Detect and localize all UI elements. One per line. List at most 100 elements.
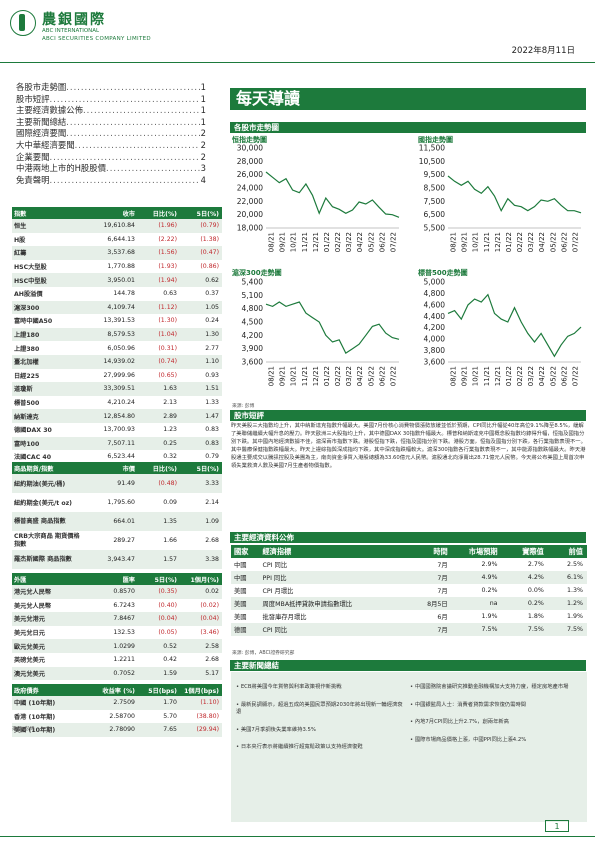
y-tick-label: 7,500 (424, 197, 446, 206)
row-change-2: 2.77 (205, 344, 219, 352)
toc-item-title: 中港兩地上市的H股股價 (16, 163, 107, 174)
y-tick-label: 3,800 (424, 346, 446, 355)
row-change-1: 0.63 (163, 290, 177, 298)
toc-leader (50, 175, 201, 187)
x-tick-label: 06/22 (378, 366, 386, 386)
row-change-2: 0.24 (205, 317, 219, 325)
row-close: 0.8570 (83, 585, 138, 599)
toc-item[interactable]: 企業要聞 2 (16, 152, 206, 164)
row-change-2: 0.79 (205, 453, 219, 461)
row-close: 27,999.96 (103, 371, 135, 379)
news-item[interactable]: • ECB將美國今年貨幣與利率政策視作新挑戰 (236, 684, 404, 692)
x-tick-label: 06/22 (378, 232, 386, 252)
econ-header-cell: 實際值 (501, 545, 548, 558)
y-tick-label: 10,500 (419, 157, 445, 166)
x-tick-label: 11/21 (301, 366, 309, 386)
series-line (447, 293, 582, 358)
news-item[interactable]: • 中國國務院會議研究推動金融機構加大支持力度，穩定房地產市場 (410, 684, 582, 692)
bullet-icon: • (236, 744, 241, 750)
row-change-2: 2.68 (205, 537, 219, 544)
table-row: 紐約期金(美元/t oz) 1,795.60 0.09 2.14 (12, 493, 222, 512)
y-tick-label: 5,500 (424, 224, 446, 233)
x-tick-label: 07/22 (571, 232, 579, 252)
econ-table: 國家 經濟指標 時間 市場預期 實際值 前值 中國 CPI 同比 7月 2.9% 2.7% 2.5% 中… (231, 545, 587, 636)
y-tick-label: 24,000 (237, 184, 263, 193)
y-tick-label: 22,000 (237, 197, 263, 206)
row-change-1: (1.56) (137, 246, 180, 260)
econ-cell: 6.1% (547, 571, 587, 584)
row-change-1: (0.05) (158, 629, 177, 637)
news-item[interactable]: • 中國銀監局人士：消費者貸款需求恢復仍需時間 (410, 702, 582, 710)
news-text: 日本央行表示將繼續推行超寬鬆政策以支持經濟復甦 (240, 744, 363, 750)
row-label: 標普500 (14, 400, 40, 408)
row-label: 標普高盛 商品指數 (12, 512, 84, 531)
row-label: 德國DAX 30 (14, 427, 52, 435)
row-close: 7.8467 (83, 612, 138, 626)
table-row: 美元兌人民幣 6.7243 (0.40) (0.02) (12, 599, 222, 613)
news-item[interactable]: • 國際市場商品價格上漲，中國PPI同比上漲4.2% (410, 737, 582, 745)
chart-csi300: 3,600 3,900 4,200 4,500 4,800 5,100 5,400 08/21… (242, 278, 400, 386)
row-change-2: 0.83 (179, 436, 222, 451)
news-item[interactable]: • 日本央行表示將繼續推行超寬鬆政策以支持經濟復甦 (236, 744, 404, 752)
econ-header-cell: 經濟指標 (259, 545, 409, 558)
toc-item[interactable]: 主要經濟數據公佈 1 (16, 105, 206, 117)
x-tick-label: 10/21 (472, 366, 480, 386)
row-label: 上證380 (14, 345, 40, 353)
row-change-1: 1.66 (163, 537, 177, 544)
row-change-2: 0.62 (179, 273, 222, 287)
table-header-cell: 政府債券 (12, 684, 84, 696)
x-tick-label: 01/22 (323, 366, 331, 386)
page-number: 1 (545, 820, 569, 832)
table-row: 美國 (10年期) 2.78090 7.65 (29.94) (12, 723, 222, 737)
chart-title-csi300: 滬深300走勢圖 (232, 269, 282, 277)
y-tick-label: 26,000 (237, 170, 263, 179)
y-tick-label: 20,000 (237, 210, 263, 219)
row-label: 紅籌 (12, 246, 84, 260)
x-tick-label: 07/22 (389, 366, 397, 386)
row-close: 8,579.53 (83, 327, 138, 342)
toc-item-page: 2 (200, 151, 206, 162)
toc-item[interactable]: 股市短評 1 (16, 94, 206, 106)
source-left: 來源: 彭博 (12, 727, 35, 732)
x-tick-label: 06/22 (560, 232, 568, 252)
econ-cell: 美國 (234, 614, 247, 621)
table-header-cell: 5日(bps) (137, 684, 180, 696)
y-tick-label: 4,500 (242, 318, 264, 327)
x-tick-label: 08/21 (450, 232, 458, 252)
econ-cell: 周度MBA抵押貸款申請指數環比 (259, 597, 409, 610)
table-row: 富時100 7,507.11 0.25 0.83 (12, 436, 222, 451)
row-close: 14,939.02 (83, 354, 138, 369)
table-row: 紐約期油(美元/桶) 91.49 (0.48) 3.33 (12, 474, 222, 493)
bullet-icon: • (410, 719, 415, 725)
table-header-cell: 商品期貨/指數 (12, 462, 84, 474)
row-change-2: 3.38 (179, 550, 222, 569)
toc-item[interactable]: 大中華經濟要聞 2 (16, 140, 206, 152)
chart-hsi: 18,000 20,000 22,000 24,000 26,000 28,000 30,0… (237, 144, 400, 252)
news-item[interactable]: • 最新民調顯示，超過五成的美國民眾預期2030年將出現新一輪經濟衰退 (236, 702, 404, 717)
table-row: 美元兌港元 7.8467 (0.04) (0.04) (12, 612, 222, 626)
y-tick-label: 9,500 (424, 170, 446, 179)
row-label: CRB大宗商品 期貨價格指數 (14, 532, 80, 548)
x-tick-label: 02/22 (516, 366, 524, 386)
toc-item[interactable]: 各股市走勢圖 1 (16, 82, 206, 94)
toc-item-page: 1 (200, 82, 206, 92)
row-label: 恒生 (12, 219, 84, 233)
row-close: 132.53 (113, 629, 135, 637)
row-label: 英磅兌美元 (14, 657, 45, 665)
row-label: 澳元兌美元 (12, 666, 84, 681)
news-item[interactable]: • 美國7月季調後失業率維持3.5% (236, 727, 404, 735)
table-row: 港元兌人民幣 0.8570 (0.35) 0.02 (12, 585, 222, 599)
x-tick-label: 01/22 (505, 366, 513, 386)
y-tick-label: 8,500 (424, 184, 446, 193)
toc-item-page: 1 (200, 116, 206, 127)
toc-item[interactable]: 中港兩地上市的H股股價 3 (16, 163, 206, 175)
row-change-1: 2.13 (163, 399, 177, 407)
row-close: 1.2211 (113, 656, 135, 664)
toc-item[interactable]: 國際經濟要聞 2 (16, 128, 206, 140)
x-tick-label: 12/21 (312, 232, 320, 252)
y-tick-label: 4,800 (424, 289, 446, 298)
econ-header-cell: 市場預期 (451, 545, 502, 558)
news-item[interactable]: • 內地7月CPI同比上升2.7%，創兩年新高 (410, 719, 582, 727)
toc-item[interactable]: 主要新聞總結 1 (16, 117, 206, 129)
toc-item[interactable]: 免責聲明 4 (16, 175, 206, 187)
